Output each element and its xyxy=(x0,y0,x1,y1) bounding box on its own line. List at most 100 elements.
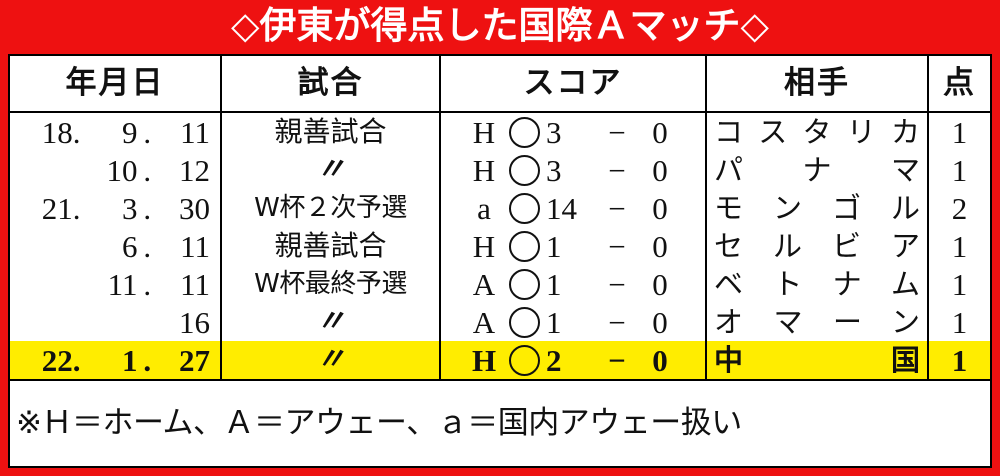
date-dot-1: . xyxy=(72,342,81,378)
date-value: 22. 1. 27 xyxy=(10,345,220,376)
score-value: H 2 −0 xyxy=(441,342,705,378)
goals-against: 0 xyxy=(652,266,668,302)
cell-date: 6. 11 xyxy=(10,227,222,265)
venue-code: H xyxy=(471,342,497,378)
header-cell-date: 年月日 xyxy=(10,56,222,111)
table-row: 6. 11 親善試合 H 1 −0 セルビア 1 xyxy=(10,227,990,265)
date-dot-1: . xyxy=(72,190,81,226)
score-dash: − xyxy=(608,152,626,188)
match-type-label: 〃 xyxy=(315,305,346,338)
opponent-name: パナマ xyxy=(714,152,920,187)
cell-points: 1 xyxy=(929,265,990,303)
venue-code: H xyxy=(472,152,496,188)
header-cell-score: スコア xyxy=(441,56,707,111)
win-circle-icon xyxy=(504,230,544,262)
date-day: 27 xyxy=(179,342,210,378)
goals-against: 0 xyxy=(652,304,668,340)
cell-points: 1 xyxy=(929,227,990,265)
match-type-label: W杯２次予選 xyxy=(254,193,407,223)
page-title: ◇伊東が得点した国際Ａマッチ◇ xyxy=(0,0,1000,54)
table-footnote: ※Ｈ＝ホーム、Ａ＝アウェー、ａ＝国内アウェー扱い xyxy=(10,379,990,466)
cell-opponent: オマーン xyxy=(707,303,929,341)
points-value: 1 xyxy=(951,152,968,188)
opponent-name: ベトナム xyxy=(714,266,920,301)
win-circle-icon xyxy=(504,116,544,148)
date-month: 10 xyxy=(106,152,138,188)
points-value: 1 xyxy=(951,114,968,150)
points-value: 1 xyxy=(951,304,968,340)
score-dash: − xyxy=(608,190,626,226)
opponent-name: 中 国 xyxy=(714,342,920,377)
date-day: 12 xyxy=(179,152,210,188)
cell-match: 親善試合 xyxy=(222,227,441,265)
goals-for: 1 xyxy=(546,228,562,264)
venue-code: H xyxy=(472,228,496,264)
cell-opponent: セルビア xyxy=(707,227,929,265)
points-value: 1 xyxy=(951,342,968,378)
date-day: 11 xyxy=(180,228,210,264)
date-year: 18 xyxy=(41,114,73,150)
cell-match: 〃 xyxy=(222,303,441,341)
table-row: 18. 9. 11 親善試合 H 3−0 コスタリカ 1 xyxy=(10,113,990,151)
date-value: 21. 3. 30 xyxy=(10,193,220,224)
goals-against: 0 xyxy=(652,228,668,264)
score-value: H 1 −0 xyxy=(441,228,705,264)
cell-match: 〃 xyxy=(222,341,441,379)
goals-for: 1 xyxy=(546,266,562,302)
goals-against: 0 xyxy=(652,114,668,150)
opponent-name: セルビア xyxy=(714,228,920,263)
goals-for: 2 xyxy=(546,342,562,378)
cell-opponent: ベトナム xyxy=(707,265,929,303)
date-value: 18. 9. 11 xyxy=(10,117,220,148)
score-dash: − xyxy=(608,228,626,264)
points-value: 2 xyxy=(951,190,968,226)
cell-date: 21. 3. 30 xyxy=(10,189,222,227)
cell-score: H 3 −0 xyxy=(441,113,707,151)
cell-points: 1 xyxy=(929,341,990,379)
venue-code: H xyxy=(472,114,496,150)
cell-points: 1 xyxy=(929,113,990,151)
cell-points: 2 xyxy=(929,189,990,227)
date-day: 30 xyxy=(179,190,210,226)
cell-score: A 1 −0 xyxy=(441,303,707,341)
date-day: 11 xyxy=(180,114,210,150)
venue-code: A xyxy=(472,266,496,302)
date-value: 10. 12 xyxy=(10,155,220,186)
score-value: H 3 −0 xyxy=(441,152,705,188)
table-grid: 年月日 試合 スコア 相手 点 18. 9. 11 親善試合 H 3−0 コスタリカ 1 10.… xyxy=(10,56,990,379)
date-month: 3 xyxy=(121,190,138,226)
table-row: 10. 12 〃 H 3−0 パナマ 1 xyxy=(10,151,990,189)
win-circle-icon xyxy=(504,306,544,338)
date-value: 6. 11 xyxy=(10,231,220,262)
table-row: 11. 11 W杯最終予選 A 1−0 ベトナム 1 xyxy=(10,265,990,303)
score-value: a 14−0 xyxy=(441,190,705,226)
match-type-label: W杯最終予選 xyxy=(254,269,407,299)
cell-points: 1 xyxy=(929,151,990,189)
header-cell-points: 点 xyxy=(943,65,976,101)
cell-score: H 1 −0 xyxy=(441,227,707,265)
date-dot-2: . xyxy=(143,190,152,226)
header-cell-match: 試合 xyxy=(222,56,441,111)
cell-opponent: コスタリカ xyxy=(707,113,929,151)
cell-date: 16 xyxy=(10,303,222,341)
cell-date: 18. 9. 11 xyxy=(10,113,222,151)
cell-opponent: 中 国 xyxy=(707,341,929,379)
cell-score: H 3 −0 xyxy=(441,151,707,189)
date-dot-2: . xyxy=(143,342,152,378)
date-dot-2: . xyxy=(143,114,152,150)
win-circle-icon xyxy=(504,192,544,224)
goals-for: 3 xyxy=(546,114,562,150)
venue-code: a xyxy=(477,190,491,226)
date-value: 16 xyxy=(10,307,220,338)
points-value: 1 xyxy=(951,228,968,264)
goals-against: 0 xyxy=(652,152,668,188)
date-month: 6 xyxy=(121,228,138,264)
date-day: 16 xyxy=(179,304,210,340)
cell-opponent: モンゴル xyxy=(707,189,929,227)
date-dot-2: . xyxy=(143,152,152,188)
date-dot-2: . xyxy=(143,266,152,302)
date-value: 11. 11 xyxy=(10,269,220,300)
score-value: H 3 −0 xyxy=(441,114,705,150)
